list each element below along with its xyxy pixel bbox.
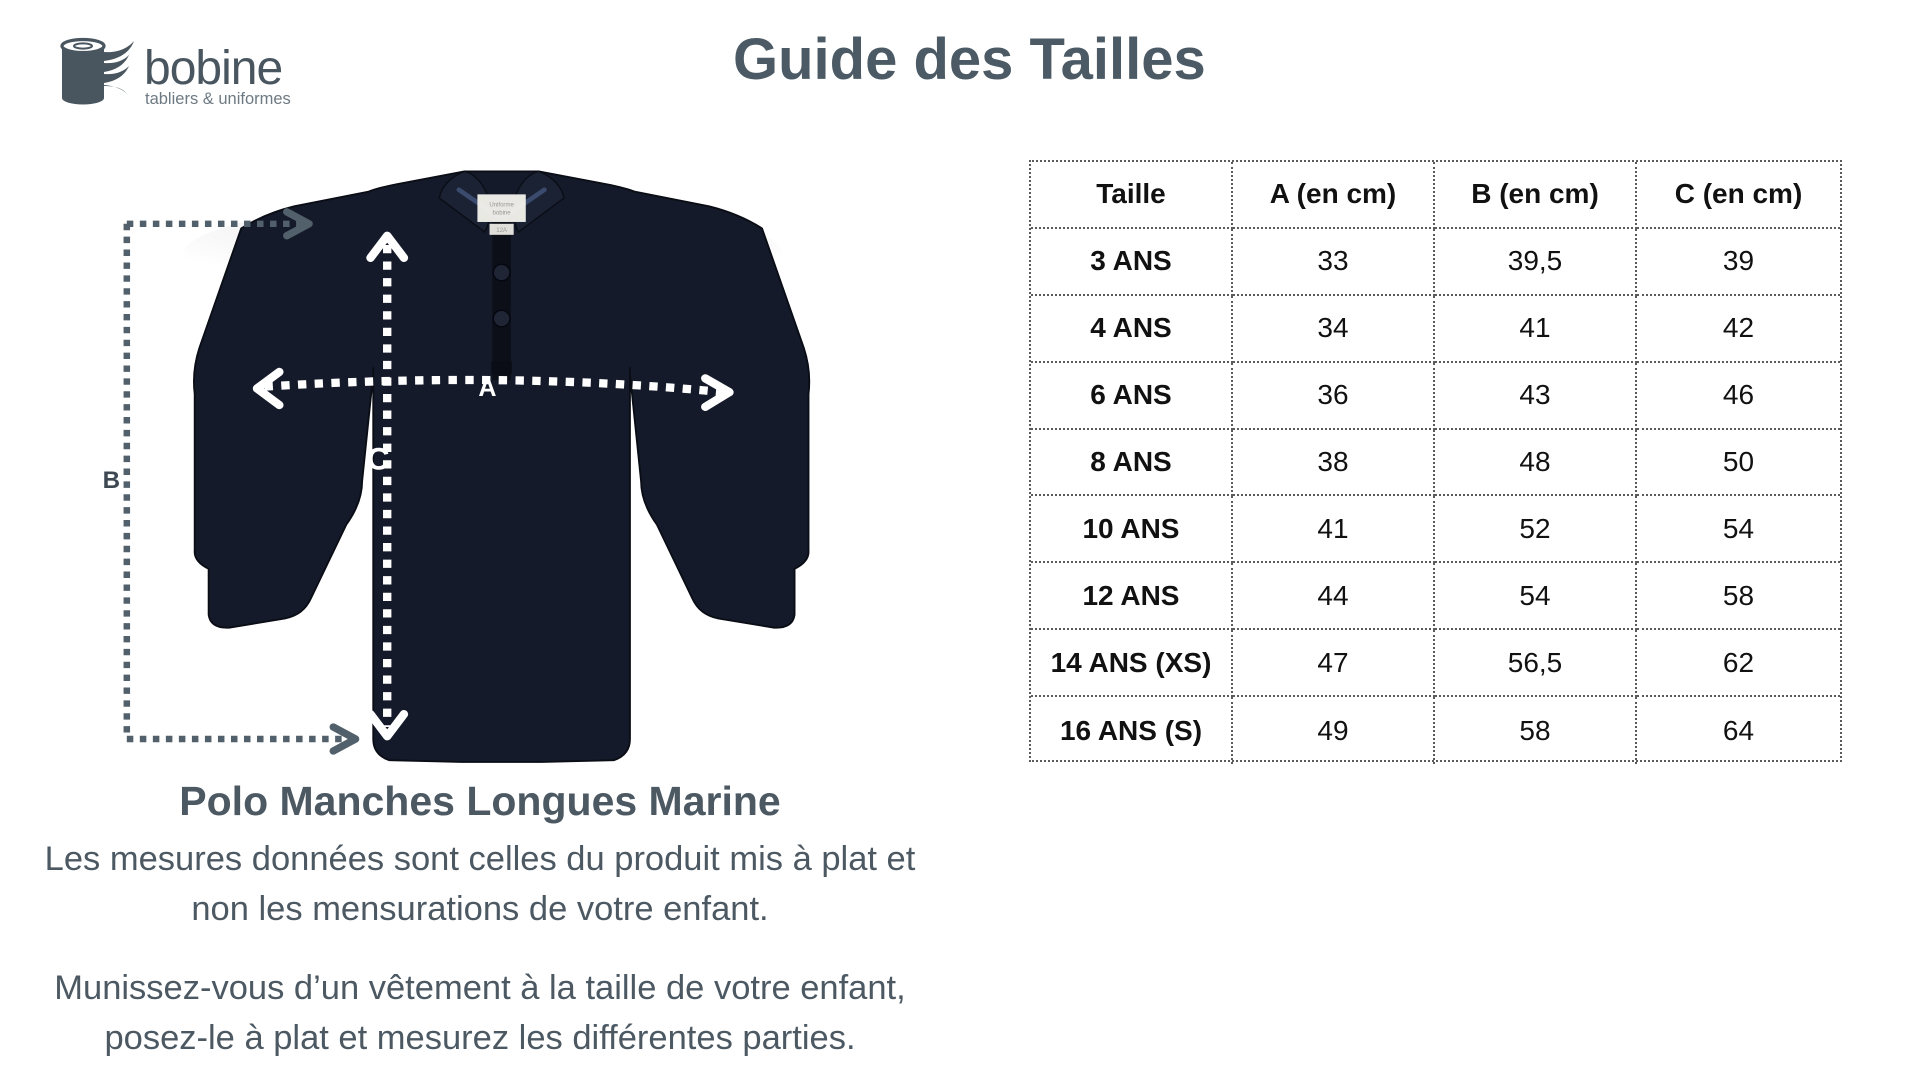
svg-text:B: B <box>103 467 120 494</box>
svg-text:A: A <box>478 374 496 402</box>
svg-text:C: C <box>367 442 390 477</box>
svg-text:bobine: bobine <box>144 42 282 95</box>
